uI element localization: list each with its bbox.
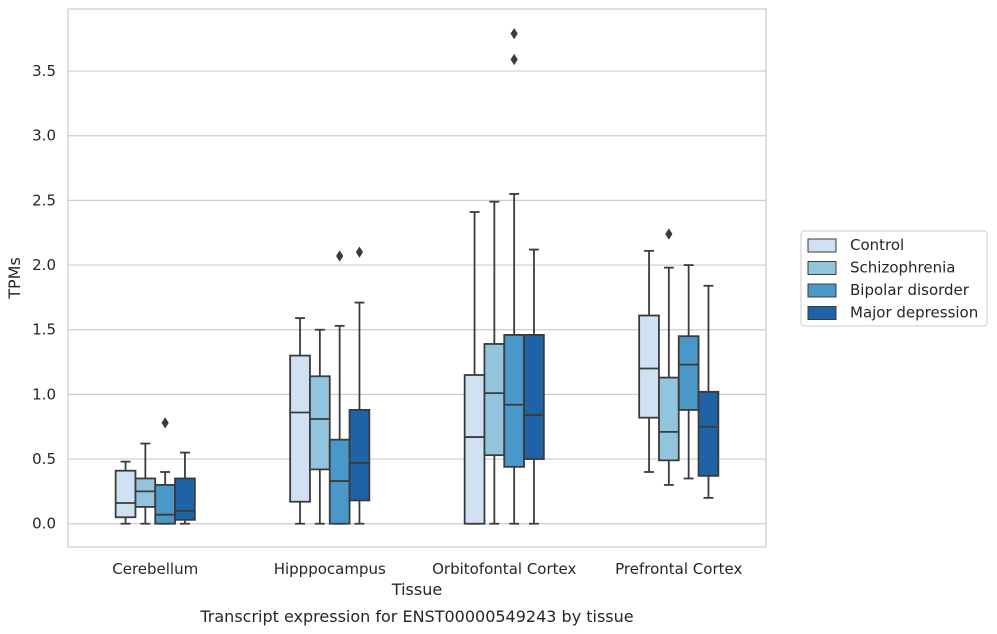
box-2-1	[328, 250, 351, 525]
box-body	[483, 343, 506, 457]
box-0-1	[289, 317, 311, 525]
legend-label: Bipolar disorder	[850, 281, 970, 299]
box-3-1	[348, 246, 371, 525]
box-body	[134, 477, 157, 508]
legend-label: Major depression	[850, 304, 978, 322]
box-body	[309, 375, 331, 471]
outlier-point	[665, 228, 673, 240]
x-axis-title: Tissue	[391, 580, 442, 599]
outlier-point	[510, 27, 518, 40]
box-body	[697, 390, 720, 477]
box-body	[677, 335, 700, 411]
box-1-2	[483, 200, 506, 525]
box-1-0	[134, 442, 157, 525]
box-body	[658, 376, 680, 462]
box-0-0	[114, 460, 137, 525]
legend-swatch	[807, 261, 837, 275]
box-body	[638, 314, 660, 419]
y-tick-labels: 0.0 0.5 1.0 1.5 2.0 2.5 3.0 3.5	[32, 62, 56, 533]
y-tick-label: 3.5	[32, 62, 56, 80]
y-tick-label: 0.5	[32, 450, 56, 468]
box-2-0	[154, 417, 176, 525]
outlier-point	[510, 53, 518, 66]
legend-swatch	[807, 306, 837, 320]
x-tick-labels: Cerebellum Hipppocampus Orbitofontal Corte…	[112, 560, 742, 578]
box-body	[348, 409, 371, 502]
x-tick-label: Orbitofontal Cortex	[432, 560, 576, 578]
y-tick-label: 0.0	[32, 515, 56, 533]
box-2-2	[503, 27, 525, 525]
x-tick-label: Hipppocampus	[274, 560, 386, 578]
box-body	[154, 484, 176, 525]
chart-title: Transcript expression for ENST0000054924…	[199, 607, 633, 626]
legend: Control Schizophrenia Bipolar disorder Majo…	[800, 230, 988, 327]
box-body	[289, 354, 311, 503]
box-body	[114, 469, 137, 519]
legend-label: Control	[850, 236, 904, 254]
box-0-3	[638, 249, 660, 473]
outlier-point	[355, 246, 364, 258]
x-tick-label: Prefrontal Cortex	[615, 560, 742, 578]
box-1-1	[309, 328, 331, 525]
legend-swatch	[807, 238, 837, 253]
y-axis-title: TPMs	[5, 257, 24, 300]
y-tick-label: 1.0	[32, 385, 56, 403]
x-tick-label: Cerebellum	[112, 560, 198, 578]
box-0-2	[463, 211, 486, 525]
y-tick-label: 2.5	[32, 191, 56, 209]
box-body	[174, 477, 196, 521]
y-tick-label: 2.0	[32, 256, 56, 274]
box-1-3	[658, 228, 680, 486]
box-body	[523, 334, 545, 460]
plot-frame	[67, 8, 767, 548]
box-3-0	[174, 451, 196, 525]
y-tick-label: 3.0	[32, 127, 56, 145]
outlier-point	[336, 250, 344, 262]
box-3-3	[697, 284, 720, 499]
boxes	[114, 27, 720, 525]
box-body	[463, 374, 486, 525]
box-2-3	[677, 264, 700, 480]
y-tick-label: 1.5	[32, 321, 56, 339]
legend-frame	[800, 230, 988, 327]
box-body	[503, 334, 525, 468]
legend-label: Schizophrenia	[850, 259, 955, 277]
legend-swatch	[807, 283, 837, 298]
outlier-point	[161, 417, 169, 429]
box-3-2	[523, 248, 545, 525]
